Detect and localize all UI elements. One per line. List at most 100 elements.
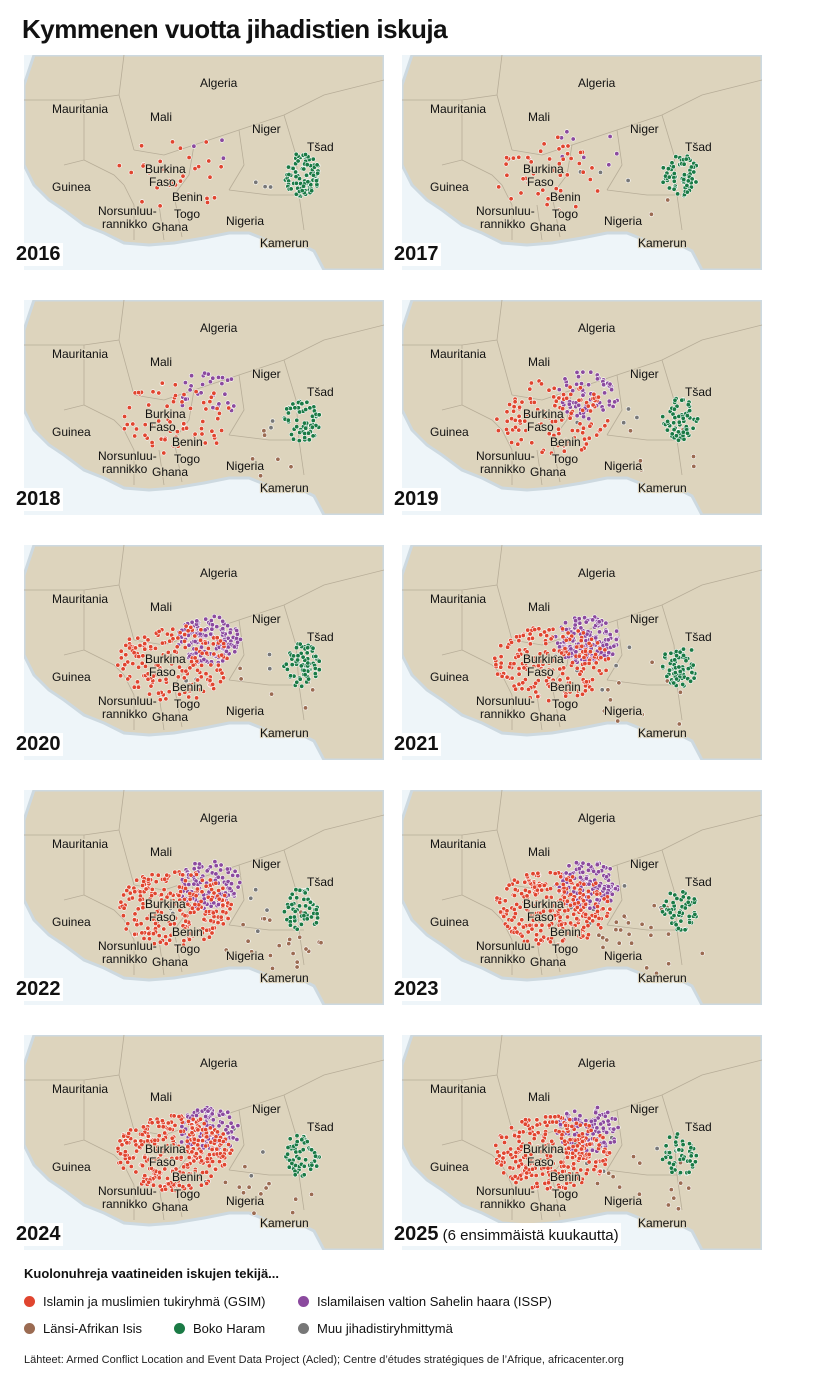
country-label-benin: Benin	[172, 680, 203, 694]
attack-dot-boko	[692, 911, 698, 917]
attack-dot-gsim	[498, 643, 504, 649]
attack-dot-gsim	[542, 414, 548, 420]
attack-dot-other	[613, 663, 619, 669]
attack-dot-gsim	[170, 636, 176, 642]
attack-dot-boko	[666, 1160, 672, 1166]
attack-dot-gsim	[227, 1150, 233, 1156]
attack-dot-boko	[309, 1162, 315, 1168]
attack-dot-isis	[629, 940, 635, 946]
attack-dot-issp	[615, 1125, 621, 1131]
attack-dot-boko	[290, 653, 296, 659]
country-label-nigeria: Nigeria	[604, 214, 642, 228]
attack-dot-gsim	[567, 1137, 573, 1143]
attack-dot-gsim	[505, 644, 511, 650]
attack-dot-issp	[232, 868, 238, 874]
attack-dot-isis	[261, 428, 267, 434]
country-label-mauritania: Mauritania	[430, 592, 486, 606]
attack-dot-gsim	[607, 906, 613, 912]
attack-dot-boko	[686, 913, 692, 919]
attack-dot-boko	[676, 419, 682, 425]
attack-dot-issp	[219, 137, 225, 143]
country-label-burkina2: Faso	[527, 175, 554, 189]
attack-dot-boko	[668, 1165, 674, 1171]
attack-dot-boko	[312, 671, 318, 677]
attack-dot-gsim	[523, 1165, 529, 1171]
attack-dot-gsim	[200, 1138, 206, 1144]
attack-dot-issp	[576, 866, 582, 872]
attack-dot-gsim	[126, 1131, 132, 1137]
attack-dot-gsim	[167, 638, 173, 644]
attack-dot-issp	[570, 136, 576, 142]
attack-dot-isis	[639, 921, 645, 927]
attack-dot-gsim	[146, 1179, 152, 1185]
attack-dot-isis	[596, 932, 602, 938]
attack-dot-issp	[197, 861, 203, 867]
attack-dot-gsim	[127, 645, 133, 651]
attack-dot-isis	[297, 934, 303, 940]
attack-dot-issp	[600, 1125, 606, 1131]
attack-dot-gsim	[118, 1160, 124, 1166]
attack-dot-gsim	[574, 665, 580, 671]
attack-dot-gsim	[582, 661, 588, 667]
country-label-mali: Mali	[150, 1090, 172, 1104]
attack-dot-issp	[219, 381, 225, 387]
country-border	[402, 790, 503, 836]
attack-dot-gsim	[166, 1181, 172, 1187]
attack-dot-gsim	[567, 878, 573, 884]
attack-dot-gsim	[134, 1148, 140, 1154]
attack-dot-boko	[316, 658, 322, 664]
attack-dot-gsim	[209, 1147, 215, 1153]
country-label-ghana: Ghana	[152, 1200, 188, 1214]
attack-dot-gsim	[574, 904, 580, 910]
attack-dot-gsim	[576, 161, 582, 167]
attack-dot-isis	[290, 1210, 296, 1216]
attack-dot-gsim	[516, 1134, 522, 1140]
attack-dot-boko	[290, 401, 296, 407]
attack-dot-issp	[210, 375, 216, 381]
attack-dot-boko	[297, 641, 303, 647]
attack-dot-gsim	[187, 891, 193, 897]
attack-dot-gsim	[537, 651, 543, 657]
attack-dot-gsim	[601, 1149, 607, 1155]
attack-dot-isis	[615, 718, 621, 724]
attack-dot-gsim	[539, 449, 545, 455]
attack-dot-issp	[210, 1117, 216, 1123]
attack-dot-gsim	[529, 440, 535, 446]
attack-dot-gsim	[527, 1161, 533, 1167]
attack-dot-gsim	[167, 428, 173, 434]
attack-dot-gsim	[204, 650, 210, 656]
country-label-ghana: Ghana	[530, 955, 566, 969]
attack-dot-boko	[294, 679, 300, 685]
attack-dot-gsim	[564, 172, 570, 178]
attack-dot-gsim	[586, 435, 592, 441]
attack-dot-boko	[661, 903, 667, 909]
attack-dot-gsim	[544, 202, 550, 208]
attack-dot-gsim	[539, 887, 545, 893]
attack-dot-issp	[217, 614, 223, 620]
attack-dot-gsim	[207, 1125, 213, 1131]
map-panel-2024: Algeria Mauritania Mali Niger Tšad Burkina Fas…	[14, 1035, 394, 1275]
attack-dot-issp	[208, 631, 214, 637]
attack-dot-gsim	[145, 876, 151, 882]
country-label-mali: Mali	[528, 845, 550, 859]
attack-dot-gsim	[602, 1161, 608, 1167]
attack-dot-gsim	[193, 646, 199, 652]
country-border	[402, 300, 503, 346]
legend-label-other: Muu jihadistiryhmittymä	[317, 1321, 453, 1336]
attack-dot-gsim	[563, 637, 569, 643]
attack-dot-gsim	[580, 430, 586, 436]
attack-dot-gsim	[192, 901, 198, 907]
attack-dot-issp	[598, 1121, 604, 1127]
country-label-niger: Niger	[630, 367, 659, 381]
country-label-nigeria: Nigeria	[226, 1194, 264, 1208]
attack-dot-gsim	[168, 899, 174, 905]
attack-dot-gsim	[166, 689, 172, 695]
attack-dot-gsim	[580, 630, 586, 636]
attack-dot-gsim	[531, 913, 537, 919]
attack-dot-other	[626, 406, 632, 412]
country-border	[118, 94, 135, 151]
attack-dot-gsim	[139, 930, 145, 936]
attack-dot-gsim	[530, 657, 536, 663]
attack-dot-gsim	[198, 1148, 204, 1154]
west-africa-map: AlgeriaMauritaniaMaliNigerTšadBurkinaFas…	[402, 545, 762, 760]
